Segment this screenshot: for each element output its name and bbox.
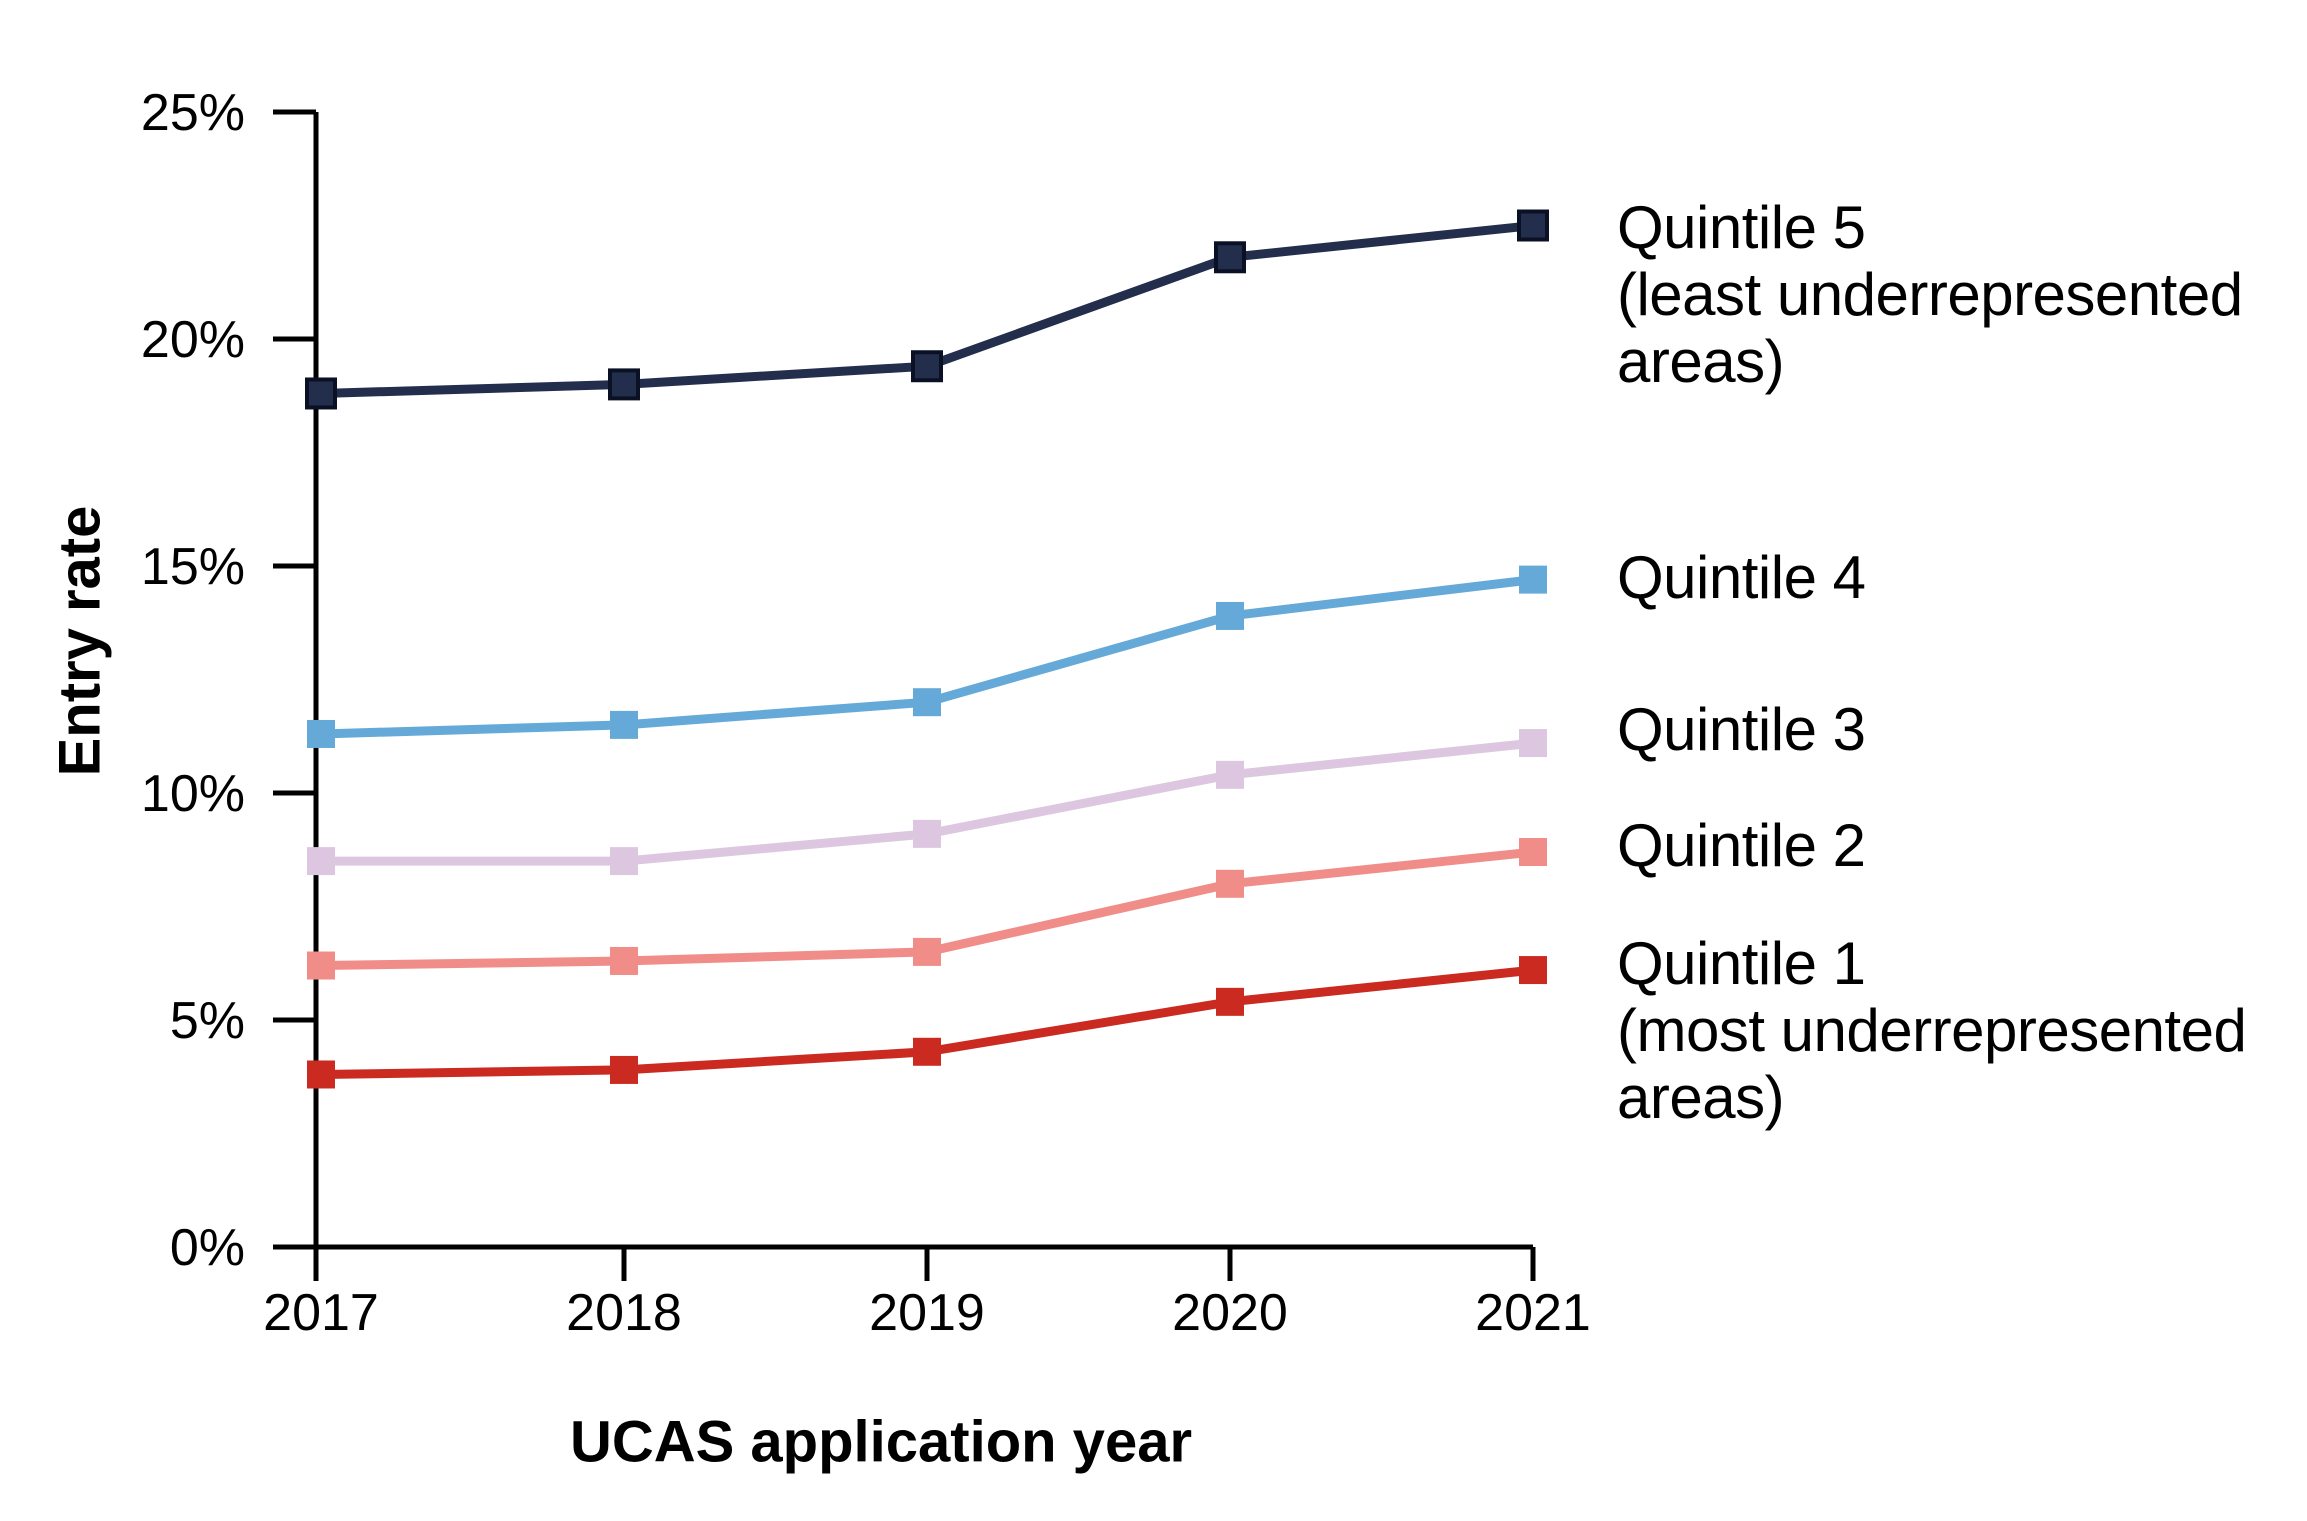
legend-label-line: areas) xyxy=(1617,328,1785,395)
marker-quintile-2-2020 xyxy=(1216,869,1244,898)
marker-quintile-5-2018 xyxy=(608,368,640,401)
x-tick-label: 2017 xyxy=(263,1284,379,1342)
legend-label-line: Quintile 2 xyxy=(1617,811,1866,879)
y-tick-label: 15% xyxy=(141,538,245,596)
legend-label-line: (most underrepresented xyxy=(1617,996,2247,1064)
marker-quintile-1-2018 xyxy=(610,1055,638,1084)
legend-label-quintile-3: Quintile 3 xyxy=(1617,695,1866,763)
marker-quintile-4-2021 xyxy=(1519,565,1547,594)
marker-quintile-4-2018 xyxy=(610,710,638,739)
legend-label-line: Quintile 3 xyxy=(1617,695,1866,763)
marker-quintile-3-2020 xyxy=(1216,760,1244,789)
marker-quintile-5-2020 xyxy=(1214,241,1246,274)
marker-quintile-3-2021 xyxy=(1519,729,1547,758)
marker-quintile-2-2021 xyxy=(1519,838,1547,867)
marker-quintile-2-2018 xyxy=(610,946,638,975)
legend-label-line: Quintile 1 xyxy=(1617,929,1866,997)
y-axis-title: Entry rate xyxy=(47,505,113,777)
x-tick-label: 2019 xyxy=(869,1284,985,1342)
marker-quintile-5-2019 xyxy=(911,350,943,383)
marker-quintile-4-2017 xyxy=(307,719,335,748)
legend-label-line: Quintile 5 xyxy=(1617,194,1866,261)
legend-label-quintile-4: Quintile 4 xyxy=(1617,544,1866,612)
marker-quintile-4-2019 xyxy=(913,688,941,717)
legend-label-line: Quintile 4 xyxy=(1617,544,1866,612)
legend-label-quintile-2: Quintile 2 xyxy=(1617,811,1866,879)
marker-quintile-3-2018 xyxy=(610,847,638,876)
legend-label-line: (least underrepresented xyxy=(1617,261,2243,328)
legend-label-quintile-5: Quintile 5 (least underrepresented areas) xyxy=(1617,194,2243,395)
marker-quintile-3-2019 xyxy=(913,819,941,848)
legend-label-line: areas) xyxy=(1617,1063,1785,1131)
legend-label-quintile-1: Quintile 1 (most underrepresented areas) xyxy=(1617,929,2247,1131)
x-tick-label: 2020 xyxy=(1172,1284,1288,1342)
marker-quintile-4-2020 xyxy=(1216,601,1244,630)
marker-quintile-3-2017 xyxy=(307,847,335,876)
marker-quintile-1-2019 xyxy=(913,1037,941,1066)
y-tick-label: 20% xyxy=(141,311,245,369)
marker-quintile-2-2019 xyxy=(913,937,941,966)
x-axis-title: UCAS application year xyxy=(569,1409,1193,1475)
marker-quintile-2-2017 xyxy=(307,951,335,980)
marker-quintile-1-2020 xyxy=(1216,987,1244,1016)
marker-quintile-5-2017 xyxy=(305,377,337,410)
x-tick-label: 2021 xyxy=(1475,1284,1591,1342)
y-tick-label: 25% xyxy=(141,84,245,142)
marker-quintile-1-2017 xyxy=(307,1060,335,1089)
x-tick-label: 2018 xyxy=(566,1284,682,1342)
y-tick-label: 0% xyxy=(170,1219,245,1277)
y-tick-label: 5% xyxy=(170,992,245,1050)
marker-quintile-1-2021 xyxy=(1519,956,1547,985)
y-tick-label: 10% xyxy=(141,765,245,823)
marker-quintile-5-2021 xyxy=(1517,209,1549,242)
